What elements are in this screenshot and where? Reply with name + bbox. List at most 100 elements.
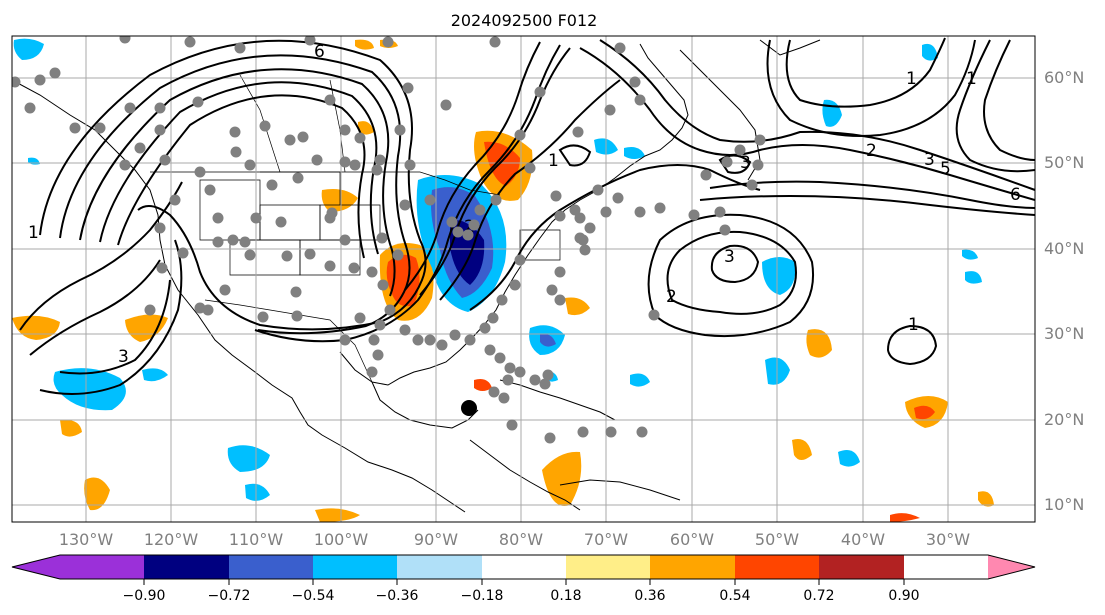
lon-tick-label: 130°W: [59, 530, 114, 549]
contour-line: [59, 279, 171, 375]
station-marker: [144, 304, 156, 316]
station-marker: [534, 86, 546, 98]
station-marker: [719, 224, 731, 236]
contour-label: 1: [28, 223, 39, 243]
station-marker: [212, 212, 224, 224]
colorbar-ticks: [143, 579, 905, 585]
station-marker: [154, 102, 166, 114]
station-marker: [230, 146, 242, 158]
station-marker: [392, 249, 404, 261]
anomaly-blob: [762, 257, 796, 295]
station-marker: [212, 236, 224, 248]
station-marker: [124, 102, 136, 114]
anomaly-blob: [978, 491, 994, 507]
contour-lines: [19, 37, 1035, 395]
station-marker: [229, 126, 241, 138]
station-marker: [266, 179, 278, 191]
station-marker: [714, 206, 726, 218]
station-marker: [399, 199, 411, 211]
colorbar-tick-label: −0.90: [123, 588, 166, 604]
station-marker: [234, 42, 246, 54]
anomaly-blob: [484, 141, 520, 186]
station-marker: [504, 362, 516, 374]
contour-label: 1: [548, 151, 559, 171]
station-marker: [494, 352, 506, 364]
station-marker: [227, 234, 239, 246]
anomaly-blob: [565, 297, 590, 316]
contour-line: [599, 39, 1035, 191]
storm-center-marker: [461, 400, 477, 416]
station-marker: [244, 249, 256, 261]
station-marker: [529, 374, 541, 386]
station-marker: [354, 312, 366, 324]
station-marker: [424, 194, 436, 206]
lon-tick-label: 100°W: [314, 530, 369, 549]
contour-line: [39, 239, 183, 395]
lat-tick-label: 50°N: [1044, 153, 1084, 172]
station-marker: [488, 386, 500, 398]
station-marker: [354, 132, 366, 144]
colorbar-tick-labels: −0.90 −0.72 −0.54 −0.36 −0.18 0.18 0.36 …: [123, 588, 920, 604]
station-marker: [291, 310, 303, 322]
lon-tick-label: 80°W: [499, 530, 543, 549]
station-marker: [544, 432, 556, 444]
contour-line: [558, 144, 592, 167]
station-marker: [194, 166, 206, 178]
contour-label: 6: [1010, 185, 1021, 205]
station-marker: [184, 36, 196, 48]
map-frame: [11, 35, 1036, 523]
station-marker: [292, 172, 304, 184]
station-marker: [257, 311, 269, 323]
station-marker: [524, 162, 536, 174]
colorbar-segment: [397, 555, 482, 579]
station-marker: [402, 82, 414, 94]
colorbar-segment: [229, 555, 313, 579]
latitude-axis: 60°N 50°N 40°N 30°N 20°N 10°N: [1044, 68, 1084, 514]
contour-line: [710, 244, 760, 284]
station-marker: [339, 156, 351, 168]
lon-tick-label: 40°W: [841, 530, 885, 549]
station-marker: [449, 329, 461, 341]
station-marker: [484, 344, 496, 356]
anomaly-blob: [965, 271, 982, 284]
station-marker: [339, 124, 351, 136]
station-marker: [688, 209, 700, 221]
station-marker: [368, 334, 380, 346]
anomaly-blob: [355, 39, 374, 50]
lat-tick-label: 20°N: [1044, 410, 1084, 429]
station-marker: [49, 67, 61, 79]
contour-line: [79, 68, 396, 297]
station-marker: [348, 262, 360, 274]
station-marker: [259, 120, 271, 132]
colorbar-tick-label: −0.36: [376, 588, 419, 604]
anomaly-blob: [125, 314, 168, 342]
station-marker: [366, 266, 378, 278]
station-marker: [572, 126, 584, 138]
map-title: 2024092500 F012: [451, 11, 598, 30]
station-marker: [399, 324, 411, 336]
station-marker: [382, 36, 394, 48]
anomaly-blob: [630, 373, 650, 387]
contour-line: [666, 230, 797, 315]
station-marker: [94, 122, 106, 134]
lon-tick-label: 70°W: [584, 530, 628, 549]
gulf-coast: [371, 381, 479, 429]
station-marker: [412, 334, 424, 346]
station-marker: [275, 216, 287, 228]
station-marker: [326, 207, 338, 219]
contour-line: [39, 39, 427, 331]
station-marker: [509, 279, 521, 291]
colorbar-tick-label: 0.54: [719, 588, 750, 604]
colorbar-tick-label: 0.36: [634, 588, 665, 604]
contour-line: [99, 81, 379, 255]
colorbar-segment: [144, 555, 229, 579]
colorbar-extend-low: [12, 555, 60, 579]
anomaly-blob: [358, 121, 374, 135]
station-marker: [554, 266, 566, 278]
station-marker: [154, 124, 166, 136]
anomaly-blob: [922, 43, 938, 61]
anomaly-blob: [792, 439, 812, 460]
anomaly-blob: [624, 147, 645, 159]
station-marker: [569, 204, 581, 216]
